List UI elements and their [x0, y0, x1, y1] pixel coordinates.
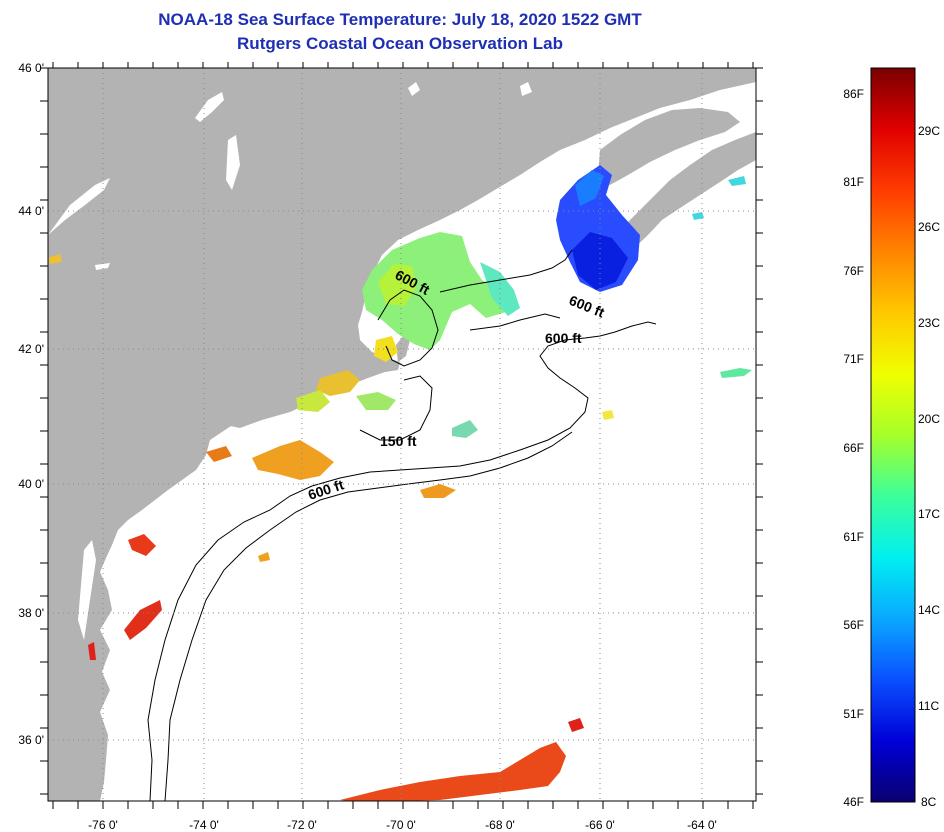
colorbar-f-label: 46F — [843, 795, 864, 809]
colorbar-c-label: 11C — [918, 699, 939, 713]
colorbar-frame — [870, 67, 916, 803]
sst-patches — [48, 165, 752, 801]
lon-label: -68 0' — [485, 818, 515, 832]
axis-ticks — [40, 62, 763, 809]
map-frame — [47, 67, 757, 802]
lat-label: 36 0' — [18, 733, 44, 747]
graticule — [48, 68, 756, 801]
colorbar-f-label: 61F — [843, 530, 864, 544]
colorbar-f-label: 81F — [843, 175, 864, 189]
map-subtitle: Rutgers Coastal Ocean Observation Lab — [237, 34, 563, 53]
lon-label: -74 0' — [189, 818, 219, 832]
colorbar-f-label: 51F — [843, 707, 864, 721]
map-title: NOAA-18 Sea Surface Temperature: July 18… — [158, 10, 642, 29]
lon-label: -70 0' — [386, 818, 416, 832]
colorbar — [871, 68, 915, 802]
colorbar-c-label: 29C — [918, 124, 940, 138]
land-new-brunswick-gulf — [598, 108, 740, 185]
lat-label: 40 0' — [18, 477, 44, 491]
colorbar-f-label: 76F — [843, 264, 864, 278]
lat-label: 46 0' — [18, 61, 44, 75]
colorbar-c-label: 20C — [918, 412, 940, 426]
colorbar-f-label: 86F — [843, 87, 864, 101]
lon-label: -76 0' — [88, 818, 118, 832]
inland-water — [48, 82, 532, 640]
lon-label: -66 0' — [585, 818, 615, 832]
colorbar-f-label: 56F — [843, 618, 864, 632]
land-mainland — [48, 68, 756, 801]
colorbar-c-label: 8C — [921, 795, 937, 809]
land-nova-scotia — [612, 132, 756, 262]
colorbar-f-label: 71F — [843, 352, 864, 366]
lat-label: 44 0' — [18, 204, 44, 218]
colorbar-c-label: 17C — [918, 507, 940, 521]
isobath-contours — [147, 249, 657, 801]
contour-label: 150 ft — [380, 433, 417, 449]
lon-label: -72 0' — [287, 818, 317, 832]
lat-label: 38 0' — [18, 606, 44, 620]
contour-label: 600 ft — [545, 330, 582, 346]
colorbar-f-label: 66F — [843, 441, 864, 455]
colorbar-c-label: 14C — [918, 603, 940, 617]
colorbar-c-label: 23C — [918, 316, 940, 330]
colorbar-c-label: 26C — [918, 220, 940, 234]
lat-label: 42 0' — [18, 342, 44, 356]
land-long-island — [225, 398, 312, 428]
lon-label: -64 0' — [687, 818, 717, 832]
